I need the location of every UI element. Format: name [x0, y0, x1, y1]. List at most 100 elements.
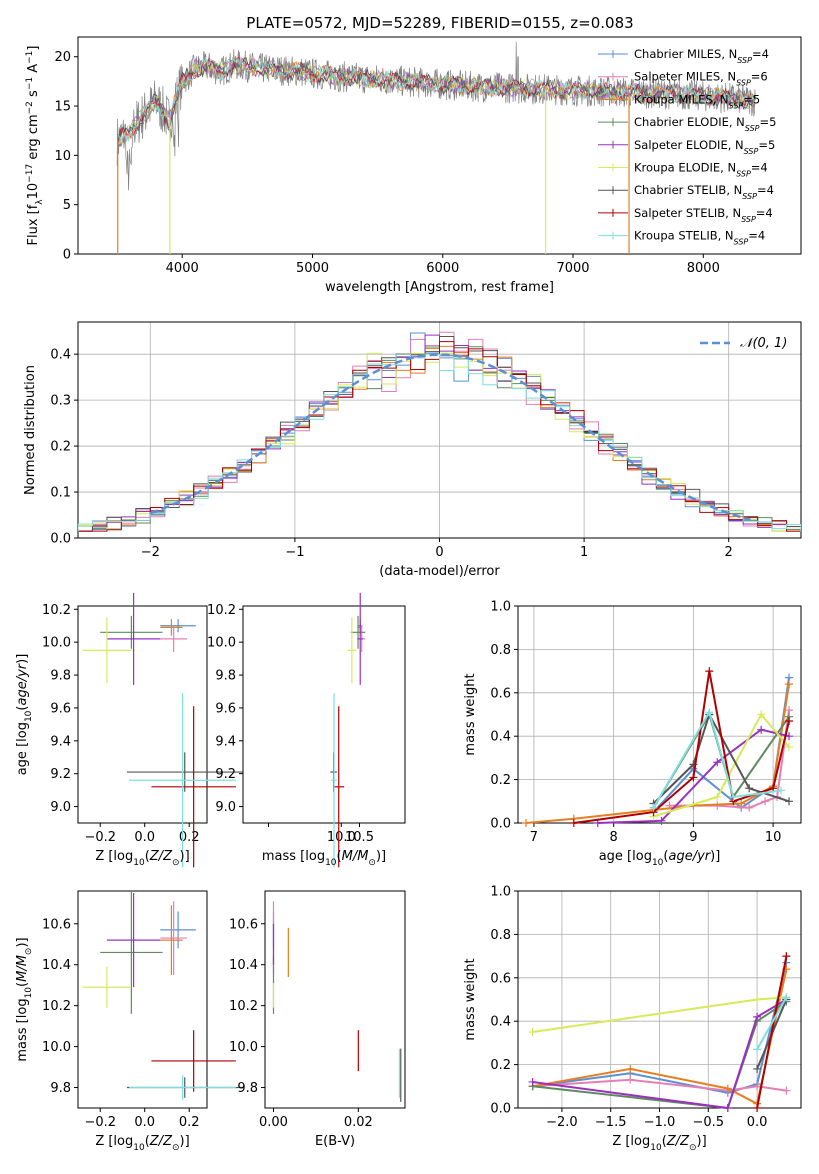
y-tick-label: 0.2: [50, 440, 71, 455]
axes-frame: [77, 36, 802, 255]
massweight-marker: [777, 786, 786, 795]
y-tick-label: 0.8: [490, 928, 511, 943]
axes-frame: [517, 605, 802, 824]
y-axis-label: mass weight: [463, 958, 478, 1040]
x-axis-label: (data-model)/error: [379, 564, 500, 579]
x-tick-label: −2: [141, 545, 160, 560]
legend-label: Chabrier STELIB, NSSP=4: [634, 183, 774, 201]
y-tick-label: 0.6: [490, 971, 511, 986]
massweight-line: [653, 712, 790, 818]
normal-reference-curve: [149, 353, 751, 522]
y-tick-label: 10.4: [42, 958, 71, 973]
y-tick-label: 0.0: [490, 817, 511, 832]
massweight-marker: [745, 803, 754, 812]
y-tick-label: 10.0: [42, 636, 71, 651]
x-tick-label: −1.0: [644, 1115, 676, 1130]
y-tick-label: 9.8: [237, 1081, 258, 1096]
axes-frame: [517, 890, 802, 1109]
y-tick-label: 10.4: [229, 958, 258, 973]
model-spectrum: [116, 56, 756, 139]
massweight-marker: [753, 1064, 762, 1073]
x-tick-label: −0.2: [84, 830, 116, 845]
y-tick-label: 0.6: [490, 686, 511, 701]
y-tick-label: 10.6: [229, 917, 258, 932]
mass-vs-extinction-panel: 0.00 0.02 9.8 10.0 10.2 10.4 10.6 E(B-V): [229, 890, 406, 1149]
figure-title: PLATE=0572, MJD=52289, FIBERID=0155, z=0…: [246, 14, 633, 32]
x-tick-label: 6000: [426, 261, 459, 276]
y-tick-label: 9.6: [50, 701, 71, 716]
x-tick-label: 2: [725, 545, 733, 560]
y-tick-label: 9.4: [50, 734, 71, 749]
y-axis-label: mass [log10(M/M⊙)]: [15, 937, 34, 1061]
massweight-marker: [785, 743, 794, 752]
y-tick-label: 15: [54, 100, 71, 115]
y-tick-label: 0.0: [490, 1102, 511, 1117]
y-axis-label: age [log10(age/yr)]: [15, 654, 34, 776]
massweight-marker: [737, 799, 746, 808]
x-tick-label: −2.0: [546, 1115, 578, 1130]
y-tick-label: 9.6: [215, 701, 236, 716]
x-tick-label: 10.5: [345, 830, 374, 845]
x-tick-label: 8000: [687, 261, 720, 276]
x-tick-label: 0.0: [134, 1115, 155, 1130]
x-tick-label: 7: [530, 830, 538, 845]
y-tick-label: 5: [63, 198, 71, 213]
massweight-line: [756, 955, 788, 1109]
massweight-marker: [761, 797, 770, 806]
massweight-marker: [723, 1084, 732, 1093]
massweight-line: [756, 996, 788, 1050]
x-tick-label: −0.5: [693, 1115, 725, 1130]
x-axis-label: Z [log10(Z/Z⊙)]: [95, 849, 189, 868]
x-tick-label: 10: [765, 830, 782, 845]
legend-label: Kroupa ELODIE, NSSP=4: [634, 161, 768, 179]
spectrum-panel: 4000 5000 6000 7000 8000 0 5 10 15 20 Chabrier MIL…: [25, 36, 802, 295]
axes-frame: [242, 605, 406, 824]
legend-label: Salpeter STELIB, NSSP=4: [634, 206, 773, 224]
y-tick-label: 0.4: [490, 730, 511, 745]
y-axis-label: Normed distribution: [23, 365, 38, 495]
y-tick-label: 0.1: [50, 486, 71, 501]
massweight-marker: [757, 710, 766, 719]
massweight-marker: [753, 1012, 762, 1021]
massweight-line: [532, 998, 787, 1110]
y-tick-label: 0.4: [50, 348, 71, 363]
massweight-marker: [521, 819, 530, 827]
massweight-marker: [757, 725, 766, 734]
massweight-marker: [626, 1064, 635, 1073]
massweight-line: [525, 683, 790, 824]
y-tick-label: 10.0: [229, 1040, 258, 1055]
massweight-vs-metallicity-panel: −2.0 −1.5 −1.0 −0.5 0.0 0.0 0.2 0.4 0.6 0.8 1.0 Z […: [463, 885, 802, 1153]
massweight-marker: [753, 1045, 762, 1054]
y-tick-label: 0.0: [50, 532, 71, 547]
y-tick-label: 0.4: [490, 1015, 511, 1030]
y-tick-label: 9.2: [215, 767, 236, 782]
legend-label: Chabrier ELODIE, NSSP=5: [634, 115, 776, 133]
massweight-line: [652, 709, 782, 809]
massweight-vs-age-panel: 7 8 9 10 0.0 0.2 0.4 0.6 0.8 1.0 age [log10(age/yr…: [463, 600, 802, 868]
axes-frame: [77, 605, 208, 824]
axes-frame: [77, 890, 208, 1109]
massweight-marker: [753, 1082, 762, 1091]
x-tick-label: −1.5: [595, 1115, 627, 1130]
y-tick-label: 9.8: [50, 669, 71, 684]
massweight-marker: [753, 1104, 762, 1112]
x-tick-label: 0: [435, 545, 443, 560]
y-tick-label: 10.2: [42, 603, 71, 618]
axes-frame: [264, 890, 406, 1109]
legend-label: Chabrier MILES, NSSP=4: [634, 47, 769, 65]
y-tick-label: 9.0: [50, 800, 71, 815]
x-tick-label: 0.02: [344, 1115, 373, 1130]
massweight-marker: [705, 708, 714, 717]
massweight-marker: [569, 819, 578, 827]
x-tick-label: −1: [285, 545, 304, 560]
massweight-marker: [723, 1104, 732, 1112]
y-tick-label: 9.2: [50, 767, 71, 782]
mass-vs-metallicity-panel: −0.2 0.0 0.2 9.8 10.0 10.2 10.4 10.6 Z [log10(Z/…: [15, 890, 243, 1153]
y-tick-label: 10.2: [42, 999, 71, 1014]
y-tick-label: 0: [63, 248, 71, 263]
y-tick-label: 1.0: [490, 600, 511, 615]
massweight-marker: [626, 1075, 635, 1084]
massweight-marker: [689, 773, 698, 782]
y-tick-label: 20: [54, 50, 71, 65]
